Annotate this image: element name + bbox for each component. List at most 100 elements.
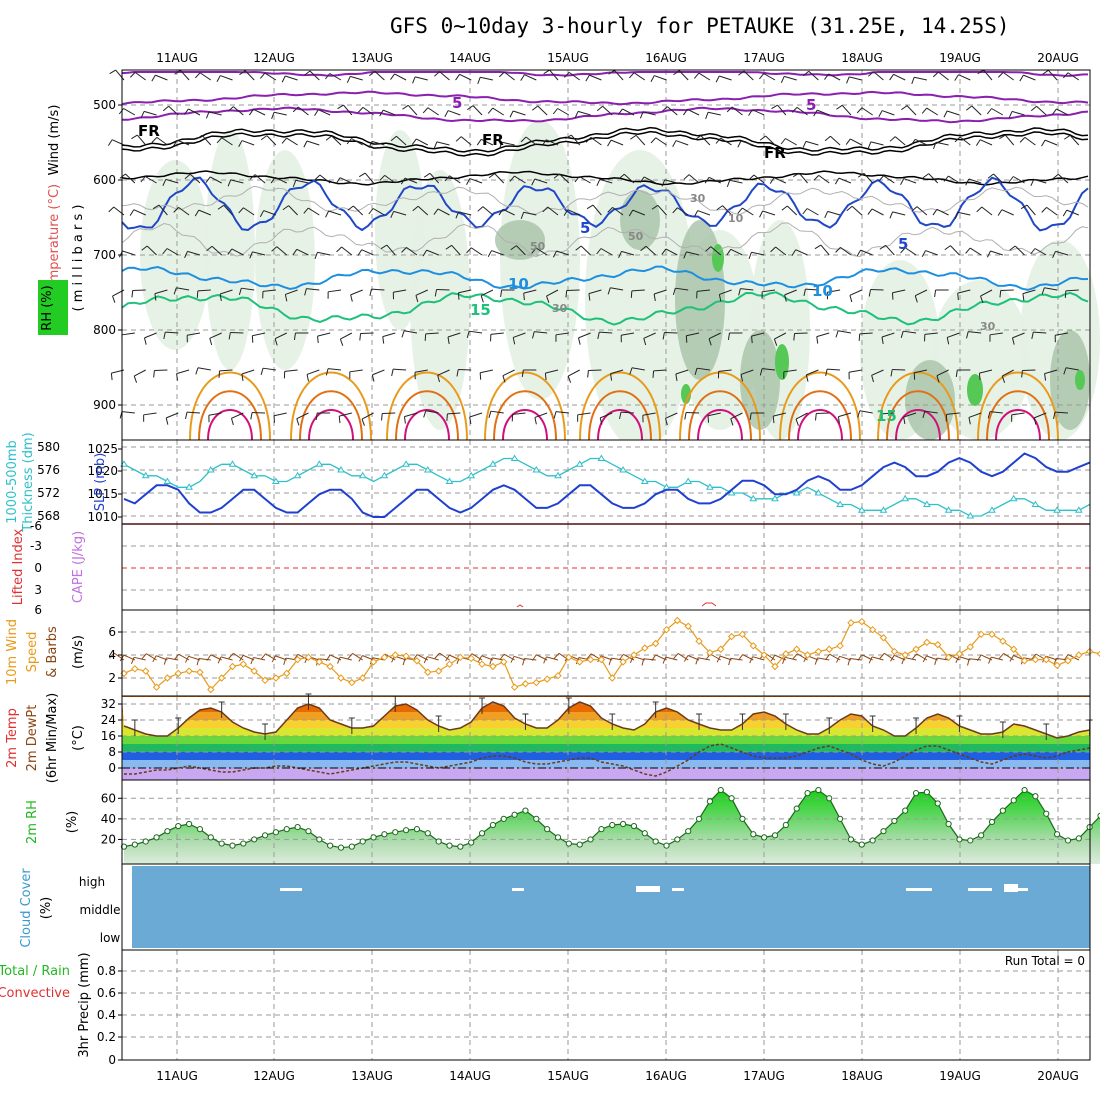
wind10m-barb-flag [1031, 653, 1037, 660]
upper-wind-barb [928, 173, 939, 184]
upper-wind-barb-flag [209, 338, 213, 346]
upper-wind-barb-flag [338, 416, 341, 424]
upper-wind-barb [795, 249, 808, 256]
rh2m-marker [771, 832, 779, 839]
upper-wind-barb [262, 289, 276, 292]
rh2m-marker [869, 837, 876, 844]
upper-wind-barb-flag [358, 172, 366, 178]
upper-wind-barb-flag [1064, 290, 1067, 298]
rh2m-marker [728, 795, 735, 802]
upper-wind-barb-flag [270, 177, 276, 184]
rh2m-marker [272, 829, 279, 836]
rh2m-marker [999, 807, 1006, 814]
upper-wind-barb-flag [693, 72, 700, 79]
rh2m-marker [1097, 812, 1100, 819]
upper-wind-barb [686, 251, 700, 256]
upper-wind-barb [828, 73, 841, 81]
wind10m-speed-marker [304, 653, 313, 662]
upper-wind-barb [394, 73, 407, 81]
upper-wind-barb-flag [965, 178, 970, 186]
upper-wind-barb-flag [424, 333, 427, 341]
wind10m-speed-marker [1075, 651, 1083, 659]
upper-wind-barb [534, 412, 548, 418]
upper-wind-barb-flag [1062, 209, 1068, 217]
temperature-contour-bump [679, 371, 761, 441]
upper-wind-barb [306, 288, 320, 291]
rh-fill-light [585, 150, 695, 450]
cape-panel: -6 -3 0 3 6 Lifted Index CAPE (J/kg) [11, 519, 1091, 617]
upper-wind-barb [371, 140, 385, 146]
upper-wind-barb [523, 211, 537, 216]
upper-wind-barb-flag [480, 295, 484, 303]
upper-wind-barb-flag [803, 70, 810, 77]
rh2m-marker [457, 843, 464, 850]
upper-wind-barb [349, 369, 363, 373]
upper-wind-barb [1002, 71, 1014, 81]
rh2m-marker [522, 807, 529, 814]
rh2m-marker [620, 820, 627, 828]
upper-wind-barb-flag [628, 209, 634, 217]
thickness-tick: 572 [37, 486, 60, 500]
temperature-contour-bump [308, 409, 354, 441]
slp-tick: 1020 [87, 464, 118, 478]
temperature-contour-bump [697, 409, 743, 441]
upper-wind-barb-flag [422, 249, 428, 257]
rh2m-marker [337, 844, 345, 851]
upper-wind-barb [926, 107, 939, 116]
wind10m-barb-flag [738, 654, 744, 661]
thickness-marker [879, 506, 888, 513]
slp-line [123, 452, 1091, 518]
wind10m-barb-flag [163, 657, 167, 665]
upper-wind-barb [427, 107, 439, 116]
upper-wind-barb-flag [509, 175, 515, 182]
wind10m-speed-marker [847, 619, 855, 627]
upper-wind-barb [664, 179, 678, 184]
upper-wind-barb-flag [520, 74, 525, 81]
rh-fill-dark [495, 220, 545, 260]
upper-wind-barb [642, 412, 656, 416]
upper-wind-barb [492, 107, 505, 116]
wind10m-barb-flag [683, 655, 689, 662]
upper-wind-barb-flag [780, 76, 785, 84]
upper-wind-barb-flag [317, 336, 319, 344]
upper-wind-barb-flag [534, 417, 537, 425]
temperature-contour-bump [779, 371, 861, 441]
temp-color-band [122, 768, 1090, 776]
wind10m-barb-flag [901, 657, 905, 665]
upper-wind-barb [545, 139, 559, 146]
thickness-marker [988, 506, 996, 513]
temperature-contour-bump [484, 371, 566, 441]
upper-wind-barb [262, 367, 276, 371]
upper-wind-barb-flag [292, 249, 298, 256]
rh2m-marker [663, 842, 670, 849]
upper-wind-barb-flag [196, 290, 199, 298]
wind10m-axis-label-d: (m/s) [71, 635, 86, 669]
upper-wind-barb-flag [553, 411, 557, 419]
upper-wind-barb [707, 412, 721, 417]
upper-wind-barb-flag [911, 77, 915, 85]
upper-wind-barb-flag [791, 249, 797, 256]
rh2m-marker [359, 838, 366, 845]
thickness-marker [814, 489, 823, 496]
upper-wind-barb-flag [791, 107, 798, 113]
upper-wind-barb [371, 288, 385, 291]
upper-wind-barb [589, 74, 602, 81]
upper-wind-barb-flag [903, 416, 906, 424]
upper-wind-barb-flag [444, 175, 450, 182]
upper-wind-barb [125, 173, 136, 184]
upper-wind-barb [763, 73, 776, 81]
upper-wind-barb [407, 105, 418, 116]
upper-wind-barb [957, 211, 971, 216]
upper-wind-barb-flag [748, 109, 753, 116]
cape-tick: -3 [30, 539, 42, 553]
upper-wind-barb [838, 412, 852, 418]
upper-wind-barb-flag [759, 73, 765, 80]
upper-wind-barb-flag [748, 174, 755, 181]
wind10m-speed-marker [662, 625, 671, 634]
upper-wind-barb-flag [140, 176, 146, 183]
upper-wind-barb [657, 205, 667, 216]
thickness-marker [402, 460, 410, 467]
upper-wind-barb-flag [813, 109, 818, 117]
upper-wind-barb [288, 205, 298, 216]
upper-wind-barb-flag [980, 295, 984, 303]
